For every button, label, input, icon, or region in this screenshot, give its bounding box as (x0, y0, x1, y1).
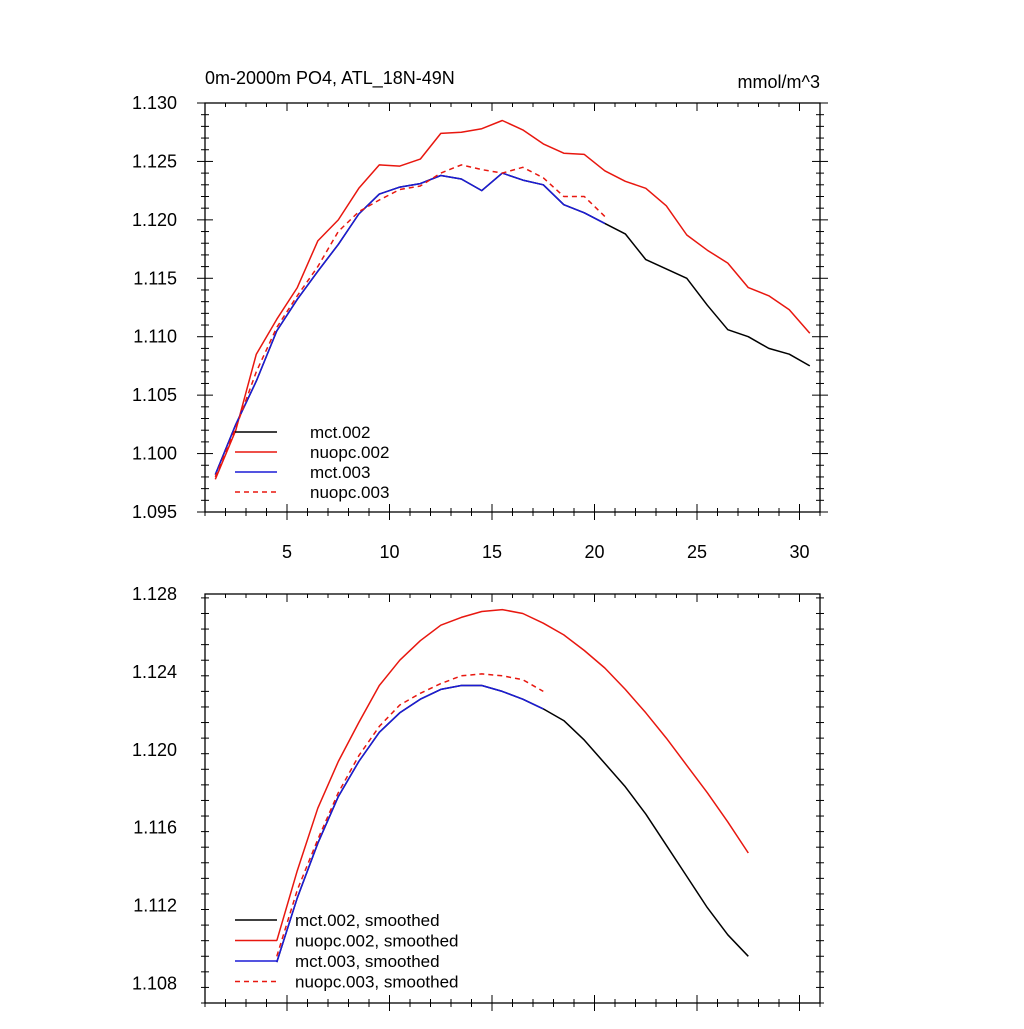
legend-label: nuopc.002 (310, 443, 389, 462)
series-line-nuopc-003-smoothed (276, 673, 544, 957)
series-line-mct-003 (214, 172, 606, 475)
y-tick-label: 1.108 (132, 974, 177, 994)
legend-label: mct.003, smoothed (295, 952, 440, 971)
top-plot-frame (204, 102, 821, 513)
series-line-mct-003-smoothed (276, 684, 544, 963)
top-panel: 0m-2000m PO4, ATL_18N-49N mmol/m^3 5 10 15… (132, 68, 828, 562)
y-tick-label: 1.095 (132, 502, 177, 522)
y-tick-label: 1.100 (132, 444, 177, 464)
legend-label: nuopc.003 (310, 483, 389, 502)
x-tick-label: 25 (687, 542, 707, 562)
x-tick-label: 10 (379, 542, 399, 562)
legend-label: mct.002 (310, 423, 370, 442)
legend-label: nuopc.002, smoothed (295, 932, 459, 951)
series-line-nuopc-003 (214, 164, 606, 478)
x-tick-label: 15 (482, 542, 502, 562)
top-chart-title: 0m-2000m PO4, ATL_18N-49N (205, 68, 455, 89)
top-series (214, 119, 811, 480)
y-tick-label: 1.124 (132, 662, 177, 682)
bottom-ticks: 1.108 1.112 1.116 1.120 1.124 1.128 (132, 584, 824, 1011)
bottom-legend: mct.002, smoothed nuopc.002, smoothedmct.… (235, 911, 459, 992)
y-tick-label: 1.116 (133, 818, 177, 838)
x-tick-label: 20 (584, 542, 604, 562)
y-tick-label: 1.112 (133, 896, 177, 916)
y-tick-label: 1.115 (133, 268, 177, 288)
y-tick-label: 1.130 (132, 93, 177, 113)
top-ticks: 5 10 15 20 25 30 1.095 1.100 1.105 1.110 1.115 1.12… (132, 93, 828, 562)
y-tick-label: 1.125 (132, 151, 177, 171)
y-tick-label: 1.120 (132, 740, 177, 760)
bottom-panel: 1.108 1.112 1.116 1.120 1.124 1.128 mct.002, … (132, 584, 824, 1011)
x-tick-label: 30 (789, 542, 809, 562)
series-line-nuopc-002 (214, 119, 811, 480)
x-tick-label: 5 (282, 542, 292, 562)
legend-label: mct.003 (310, 463, 370, 482)
legend-label: mct.002, smoothed (295, 911, 440, 930)
series-line-mct-002 (214, 172, 811, 475)
y-tick-label: 1.110 (133, 327, 177, 347)
y-tick-label: 1.128 (132, 584, 177, 604)
bottom-series (276, 608, 749, 963)
y-tick-label: 1.120 (132, 210, 177, 230)
series-line-nuopc-002-smoothed (276, 608, 749, 941)
top-chart-units: mmol/m^3 (738, 72, 820, 92)
legend-label: nuopc.003, smoothed (295, 973, 459, 992)
y-tick-label: 1.105 (132, 385, 177, 405)
